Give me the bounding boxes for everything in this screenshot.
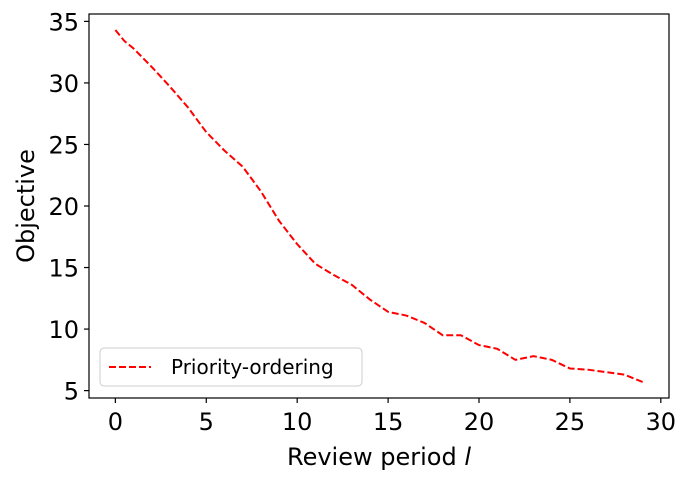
y-tick-label: 10 bbox=[48, 316, 79, 344]
legend-label: Priority-ordering bbox=[171, 355, 334, 379]
legend-box bbox=[99, 347, 363, 387]
plot-frame bbox=[88, 13, 670, 399]
x-tick-label: 30 bbox=[646, 408, 677, 436]
x-axis-ticks: 0 5 10 15 20 25 30 bbox=[108, 398, 676, 436]
legend: Priority-ordering bbox=[99, 347, 363, 387]
x-tick-label: 0 bbox=[108, 408, 123, 436]
x-axis-label: Review period l bbox=[287, 443, 471, 471]
series-line-0 bbox=[114, 29, 644, 383]
y-axis-label: Objective bbox=[12, 149, 40, 263]
x-axis-label-text: Review period bbox=[287, 443, 457, 471]
y-tick-label: 25 bbox=[48, 131, 79, 159]
x-tick-label: 15 bbox=[373, 408, 404, 436]
y-tick-label: 30 bbox=[48, 70, 79, 98]
series-lines bbox=[114, 29, 644, 383]
y-tick-label: 35 bbox=[48, 8, 79, 36]
y-tick-label: 15 bbox=[48, 255, 79, 283]
x-tick-label: 20 bbox=[464, 408, 495, 436]
x-tick-label: 10 bbox=[282, 408, 313, 436]
y-axis-ticks: 5 10 15 20 25 30 35 bbox=[48, 8, 89, 406]
y-tick-label: 20 bbox=[48, 193, 79, 221]
x-axis-label-variable: l bbox=[464, 443, 471, 471]
x-tick-label: 25 bbox=[555, 408, 586, 436]
x-tick-label: 5 bbox=[199, 408, 214, 436]
y-tick-label: 5 bbox=[64, 378, 79, 406]
